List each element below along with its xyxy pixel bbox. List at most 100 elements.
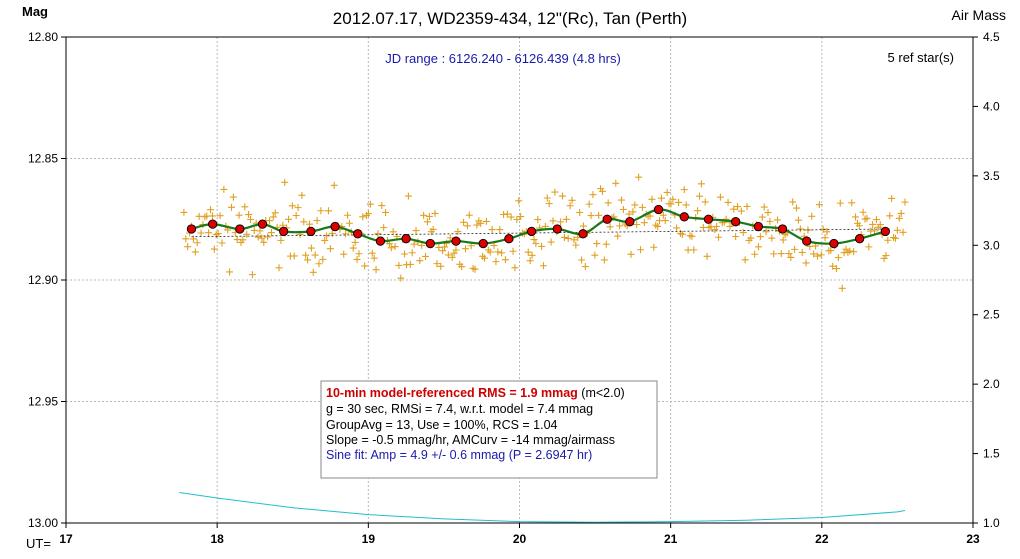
group-average-point: [478, 238, 488, 249]
measurement-point: [460, 218, 468, 226]
measurement-point: [325, 207, 333, 215]
stats-line-1: 10-min model-referenced RMS = 1.9 mmag (…: [326, 386, 625, 400]
measurement-point: [256, 227, 264, 235]
measurement-point: [361, 262, 369, 270]
measurement-point: [463, 222, 471, 230]
x-tick-label: 17: [59, 532, 73, 546]
measurement-point: [855, 222, 863, 230]
measurement-point: [509, 247, 517, 255]
measurement-point: [568, 196, 576, 204]
stats-line-4: Slope = -0.5 mmag/hr, AMCurv = -14 mmag/…: [326, 433, 615, 447]
measurement-point: [625, 210, 633, 218]
measurement-point: [785, 250, 793, 258]
measurement-point: [694, 207, 702, 215]
measurement-point: [524, 248, 532, 256]
y2-axis-ticks: 1.0 1.5 2.0 2.5 3.0 3.5 4.0 4.5: [973, 30, 1000, 530]
measurement-point: [313, 217, 321, 225]
measurement-point: [410, 240, 418, 248]
measurement-point: [305, 220, 313, 228]
measurement-point: [374, 230, 382, 238]
measurement-point: [481, 254, 489, 262]
measurement-point: [220, 185, 228, 193]
measurement-point: [441, 243, 449, 251]
group-average-point: [353, 229, 363, 239]
measurement-point: [300, 218, 308, 226]
measurement-point: [239, 236, 247, 244]
measurement-point: [581, 263, 589, 271]
measurement-point: [560, 233, 568, 241]
measurement-point: [696, 192, 703, 200]
measurement-point: [526, 257, 534, 265]
measurement-point: [741, 256, 749, 264]
measurement-point: [182, 235, 190, 243]
measurement-point: [290, 252, 298, 260]
measurement-point: [319, 255, 327, 263]
measurement-point: [585, 200, 593, 208]
measurement-point: [503, 210, 511, 218]
y-tick-label: 13.00: [28, 516, 58, 530]
measurement-point: [294, 204, 302, 212]
measurement-point: [208, 212, 216, 220]
measurement-point: [229, 193, 237, 201]
measurement-point: [260, 238, 268, 246]
measurement-point: [351, 238, 359, 246]
measurement-point: [743, 202, 751, 210]
measurement-point: [893, 226, 901, 234]
measurement-point: [808, 212, 816, 220]
airmass-curve: [179, 491, 906, 523]
measurement-point: [793, 204, 801, 212]
measurement-point: [734, 203, 742, 211]
measurement-point: [764, 209, 772, 217]
measurement-point: [210, 245, 218, 253]
measurement-point: [207, 206, 215, 214]
measurement-point: [578, 256, 586, 264]
measurement-point: [545, 200, 553, 208]
measurement-point: [486, 248, 494, 256]
group-average-point: [375, 236, 386, 246]
y-axis-label-left: Mag: [22, 4, 48, 19]
y-tick-label: 12.80: [28, 30, 58, 44]
measurement-point: [604, 199, 612, 207]
measurement-point: [437, 262, 445, 270]
measurement-point: [697, 180, 705, 188]
measurement-point: [716, 193, 724, 201]
measurement-point: [619, 205, 627, 213]
y-tick-label: 12.85: [28, 152, 58, 166]
measurement-point: [617, 196, 625, 204]
measurement-point: [404, 192, 412, 200]
x-tick-label: 21: [664, 532, 678, 546]
measurement-point: [264, 233, 272, 241]
measurement-point: [307, 244, 315, 252]
measurement-point: [730, 205, 738, 213]
measurement-point: [754, 243, 762, 251]
y2-tick-label: 1.5: [983, 447, 1000, 461]
measurement-point: [448, 253, 456, 261]
measurement-point: [633, 220, 641, 228]
measurement-point: [631, 201, 639, 209]
measurement-point: [690, 246, 698, 254]
measurement-point: [768, 234, 776, 242]
measurement-point: [661, 217, 669, 225]
measurement-point: [241, 203, 249, 211]
measurement-point: [498, 249, 506, 257]
measurement-point: [669, 195, 677, 203]
measurement-point: [789, 198, 797, 206]
measurement-point: [422, 252, 430, 260]
measurement-point: [406, 260, 414, 268]
group-average-point: [578, 229, 588, 239]
measurement-point: [751, 250, 759, 258]
x-tick-label: 20: [513, 532, 527, 546]
measurement-point: [482, 217, 490, 225]
measurement-point: [368, 249, 376, 257]
measurement-point: [838, 284, 846, 292]
group-average-point: [880, 226, 890, 237]
measurement-point: [364, 210, 372, 218]
measurement-point: [640, 219, 648, 227]
stats-box: 10-min model-referenced RMS = 1.9 mmag (…: [320, 380, 658, 479]
measurement-point: [184, 243, 192, 251]
measurement-point: [214, 230, 222, 238]
measurement-point: [304, 256, 312, 264]
measurement-point: [511, 264, 519, 272]
measurement-point: [266, 217, 274, 225]
